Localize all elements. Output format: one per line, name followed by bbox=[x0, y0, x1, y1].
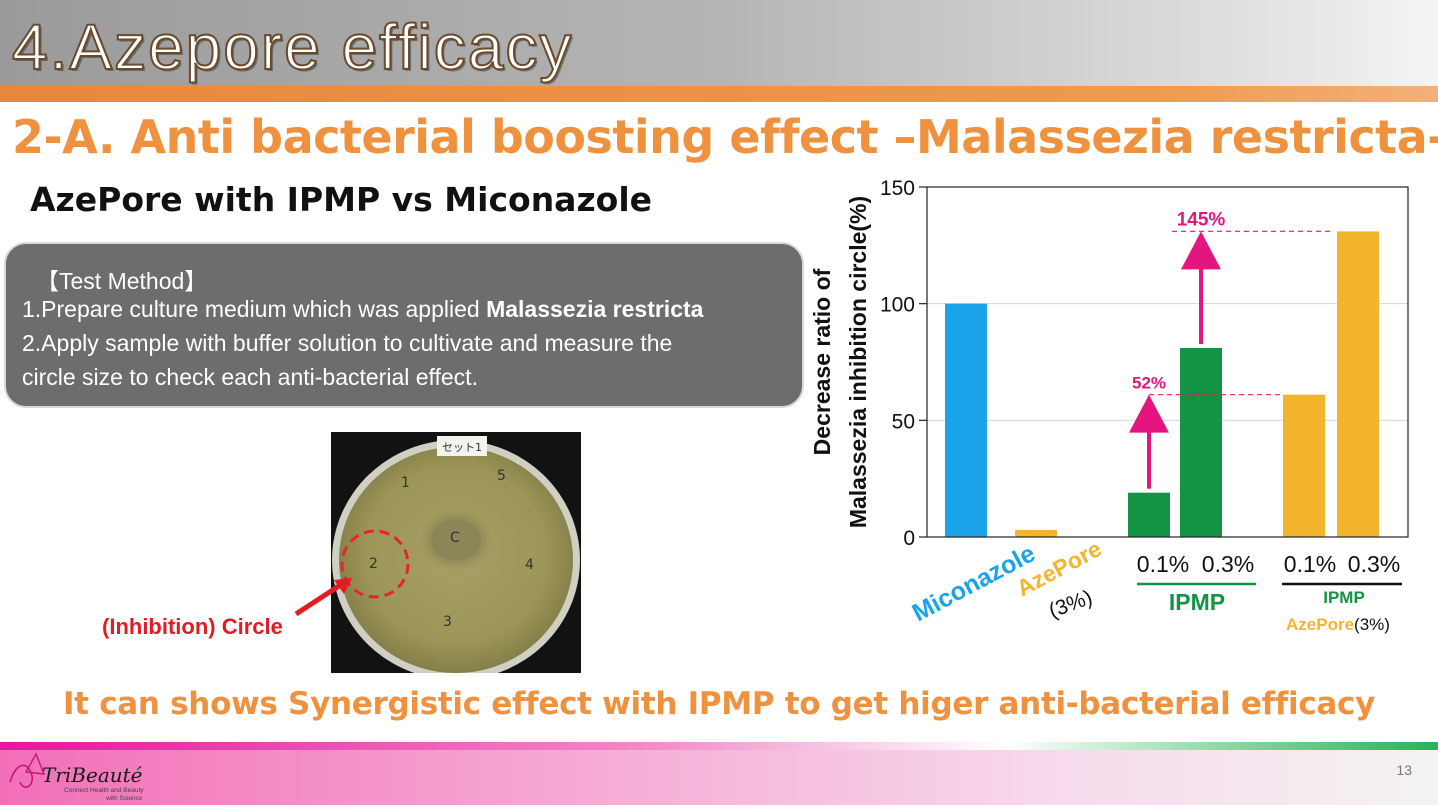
bar-4 bbox=[1283, 394, 1325, 537]
annotation-label-0: 52% bbox=[1132, 374, 1166, 393]
logo-tagline-1: Connect Health and Beauty bbox=[64, 787, 144, 794]
logo-triangle-icon bbox=[24, 752, 46, 775]
y-tick-label-100: 100 bbox=[880, 294, 915, 317]
well-label-c: C bbox=[450, 530, 460, 546]
test-method-title: 【Test Method】 bbox=[36, 268, 208, 294]
x-group-label-combo-ipmp: IPMP bbox=[1323, 588, 1365, 607]
chart-guide-lines bbox=[1149, 230, 1334, 396]
y-axis-ticks: 0 50 100 150 bbox=[880, 177, 927, 550]
y-axis-label-line1: Decrease ratio of bbox=[809, 268, 835, 455]
bar-5 bbox=[1337, 231, 1379, 538]
method-step-1: 1.Prepare culture medium which was appli… bbox=[22, 296, 703, 323]
chart-frame bbox=[926, 186, 1409, 538]
y-tick-label-0: 0 bbox=[903, 527, 915, 550]
method-step-1-organism: Malassezia restricta bbox=[486, 296, 704, 322]
logo-swirl-icon bbox=[9, 764, 34, 788]
x-group-label-combo-azepore: AzePore(3%) bbox=[1286, 615, 1390, 634]
y-axis-label-line2: Malassezia inhibition circle(%) bbox=[845, 196, 871, 528]
y-tick-label-50: 50 bbox=[892, 410, 915, 433]
logo-wordmark: TriBeauté bbox=[42, 763, 143, 787]
well-label-3: 3 bbox=[443, 614, 452, 630]
header-accent-bar bbox=[0, 86, 1438, 102]
x-tick-combo-0.3: 0.3% bbox=[1348, 551, 1400, 577]
bar-0 bbox=[945, 303, 987, 537]
x-group-label-ipmp: IPMP bbox=[1169, 589, 1225, 615]
well-label-5: 5 bbox=[497, 468, 506, 484]
footer-band bbox=[0, 742, 1438, 805]
inhibition-bar-chart: 52% 145% 0 50 100 150 Decrease ratio of Mala… bbox=[809, 177, 1409, 634]
well-label-4: 4 bbox=[525, 557, 534, 573]
x-tick-combo-0.1: 0.1% bbox=[1284, 551, 1336, 577]
arrow-head-1 bbox=[1181, 231, 1221, 270]
method-step-2-continued: circle size to check each anti-bacterial… bbox=[22, 364, 478, 390]
combo-azepore-concentration: (3%) bbox=[1354, 615, 1390, 634]
x-tick-ipmp-0.1: 0.1% bbox=[1137, 551, 1189, 577]
bar-3 bbox=[1180, 348, 1222, 537]
section-heading: AzePore with IPMP vs Miconazole bbox=[30, 180, 653, 219]
x-label-azepore-concentration: (3%) bbox=[1046, 586, 1096, 623]
tribeaute-logo: TriBeauté Connect Health and Beauty with… bbox=[9, 752, 144, 802]
chart-bars bbox=[945, 231, 1379, 538]
slide-title: 4.Azepore efficacy bbox=[11, 10, 574, 84]
logo-tagline-2: with Science bbox=[105, 795, 143, 802]
bar-1 bbox=[1015, 530, 1057, 537]
inhibition-circle-label: (Inhibition) Circle bbox=[102, 614, 283, 639]
well-label-2: 2 bbox=[369, 556, 378, 572]
slide-subtitle: 2-A. Anti bacterial boosting effect –Mal… bbox=[12, 110, 1438, 164]
method-step-2: 2.Apply sample with buffer solution to c… bbox=[22, 330, 673, 356]
annotation-label-1: 145% bbox=[1177, 209, 1226, 230]
chart-arrows: 52% 145% bbox=[1129, 209, 1226, 489]
chart-gridlines bbox=[927, 303, 1408, 421]
inhibition-zone-center bbox=[418, 508, 494, 572]
conclusion-text: It can shows Synergistic effect with IPM… bbox=[62, 686, 1376, 722]
page-number: 13 bbox=[1396, 762, 1412, 778]
bar-2 bbox=[1128, 492, 1170, 537]
combo-azepore-name: AzePore bbox=[1286, 615, 1354, 634]
arrow-head-0 bbox=[1129, 394, 1169, 433]
header-band bbox=[0, 0, 1438, 100]
well-label-1: 1 bbox=[401, 475, 410, 491]
dish-label: セット1 bbox=[442, 441, 482, 454]
dish-label-sticker bbox=[437, 436, 487, 456]
x-tick-ipmp-0.3: 0.3% bbox=[1202, 551, 1254, 577]
inhibition-circle-marker bbox=[340, 529, 410, 599]
petri-dish-photo: セット1 1 5 C 2 4 3 bbox=[331, 432, 581, 673]
footer-accent-line bbox=[0, 742, 1438, 750]
method-step-1-text: 1.Prepare culture medium which was appli… bbox=[22, 296, 487, 322]
y-tick-label-150: 150 bbox=[880, 177, 915, 200]
test-method-box: 【Test Method】 1.Prepare culture medium w… bbox=[4, 242, 804, 408]
red-pointer-arrow bbox=[294, 578, 352, 617]
